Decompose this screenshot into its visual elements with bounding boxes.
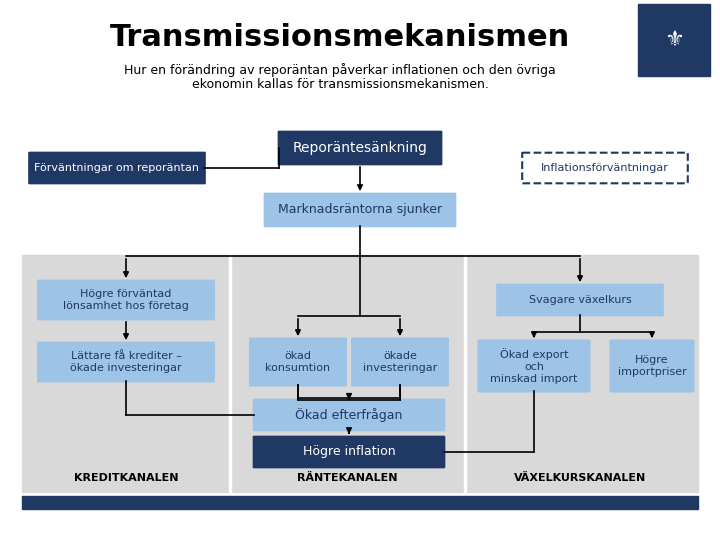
FancyBboxPatch shape [38,281,214,319]
FancyBboxPatch shape [279,132,441,164]
Text: Högre förväntad
lönsamhet hos företag: Högre förväntad lönsamhet hos företag [63,289,189,311]
Text: Lättare få krediter –
ökade investeringar: Lättare få krediter – ökade investeringa… [70,351,182,373]
FancyBboxPatch shape [253,400,444,430]
Text: Högre inflation: Högre inflation [302,446,395,458]
Text: KREDITKANALEN: KREDITKANALEN [73,473,179,483]
Text: ökade
investeringar: ökade investeringar [363,351,437,373]
Text: VÄXELKURSKANALEN: VÄXELKURSKANALEN [514,473,646,483]
Text: RÄNTEKANALEN: RÄNTEKANALEN [297,473,397,483]
FancyBboxPatch shape [352,339,448,386]
Text: Svagare växelkurs: Svagare växelkurs [528,295,631,305]
Text: Högre
importpriser: Högre importpriser [618,355,686,377]
FancyBboxPatch shape [30,153,204,183]
Text: Inflationsförväntningar: Inflationsförväntningar [541,163,669,173]
FancyBboxPatch shape [253,437,444,467]
Text: ⚜: ⚜ [664,30,684,50]
FancyBboxPatch shape [522,153,688,183]
Text: ökad
konsumtion: ökad konsumtion [266,351,330,373]
Text: Transmissionsmekanismen: Transmissionsmekanismen [110,24,570,52]
FancyBboxPatch shape [22,255,698,492]
FancyBboxPatch shape [611,341,693,392]
FancyBboxPatch shape [38,342,214,381]
FancyBboxPatch shape [265,194,455,226]
Text: Ökad export
och
minskad import: Ökad export och minskad import [490,348,577,383]
Text: Reporäntesänkning: Reporäntesänkning [292,141,428,155]
Text: Förväntningar om reporäntan: Förväntningar om reporäntan [35,163,199,173]
Text: Marknadsräntorna sjunker: Marknadsräntorna sjunker [278,204,442,217]
FancyBboxPatch shape [479,341,590,392]
FancyBboxPatch shape [22,496,698,509]
FancyBboxPatch shape [638,4,710,76]
FancyBboxPatch shape [250,339,346,386]
FancyBboxPatch shape [498,285,663,315]
Text: Ökad efterfrågan: Ökad efterfrågan [295,408,402,422]
Text: ekonomin kallas för transmissionsmekanismen.: ekonomin kallas för transmissionsmekanis… [192,78,488,91]
Text: Hur en förändring av reporäntan påverkar inflationen och den övriga: Hur en förändring av reporäntan påverkar… [124,63,556,77]
